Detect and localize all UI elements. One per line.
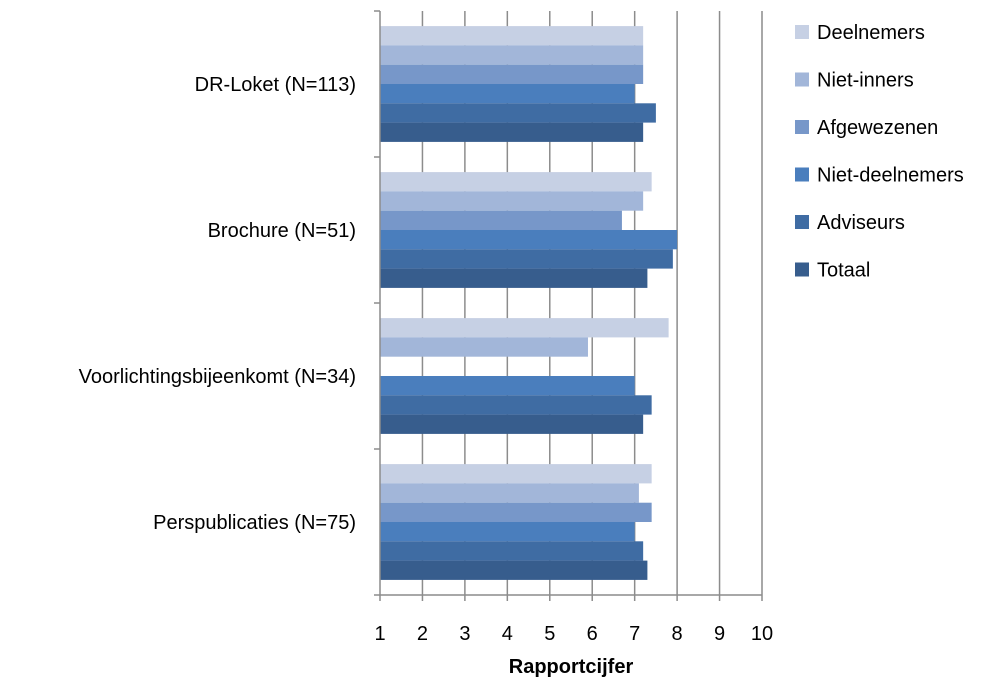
legend-label: Deelnemers [817, 22, 925, 44]
bar [380, 502, 652, 522]
bar [380, 268, 648, 288]
bar [380, 522, 635, 542]
bar [380, 64, 644, 84]
bar [380, 560, 648, 580]
legend-swatch [795, 167, 809, 182]
bar [380, 541, 644, 561]
x-tick-label: 5 [544, 623, 555, 645]
bar [380, 230, 678, 250]
x-tick-label: 4 [502, 623, 513, 645]
legend-label: Afgewezenen [817, 117, 938, 139]
legend-swatch [795, 72, 809, 87]
bar [380, 318, 669, 338]
bar [380, 122, 644, 142]
bar [380, 395, 652, 415]
legend-swatch [795, 262, 809, 277]
bar [380, 249, 673, 269]
bar [380, 191, 644, 211]
bar [380, 84, 635, 104]
legend-swatch [795, 25, 809, 39]
legend-swatch [795, 215, 809, 229]
x-tick-label: 6 [587, 623, 598, 645]
legend-label: Totaal [817, 260, 870, 282]
bar [380, 103, 656, 123]
legend-swatch [795, 120, 809, 134]
bar [380, 210, 622, 230]
legend: Deelnemers Niet-inners Afgewezenen Niet-dee… [795, 22, 964, 282]
bar [380, 337, 588, 357]
bar [380, 464, 652, 484]
category-label: Voorlichtingsbijeenkomt (N=34) [79, 366, 356, 388]
x-tick-label: 10 [751, 623, 773, 645]
bars [380, 26, 678, 580]
bar [380, 172, 652, 192]
x-tick-labels: 1 2 3 4 5 6 7 8 9 10 [374, 623, 773, 645]
bar [380, 45, 644, 65]
x-tick-label: 3 [459, 623, 470, 645]
category-labels: DR-Loket (N=113) Brochure (N=51) Voorlicht… [79, 74, 356, 534]
bar [380, 414, 644, 434]
x-tick-label: 8 [672, 623, 683, 645]
legend-label: Adviseurs [817, 212, 905, 234]
legend-label: Niet-inners [817, 70, 914, 92]
x-tick-label: 2 [417, 623, 428, 645]
x-tick-label: 9 [714, 623, 725, 645]
bar [380, 26, 644, 46]
x-tick-label: 1 [374, 623, 385, 645]
x-tick-label: 7 [629, 623, 640, 645]
category-label: DR-Loket (N=113) [195, 74, 356, 96]
bar [380, 483, 639, 503]
bar [380, 376, 635, 396]
category-label: Brochure (N=51) [208, 220, 356, 242]
x-axis-title: Rapportcijfer [509, 656, 634, 678]
legend-label: Niet-deelnemers [817, 165, 964, 187]
axes [374, 10, 763, 601]
category-label: Perspublicaties (N=75) [153, 512, 356, 534]
